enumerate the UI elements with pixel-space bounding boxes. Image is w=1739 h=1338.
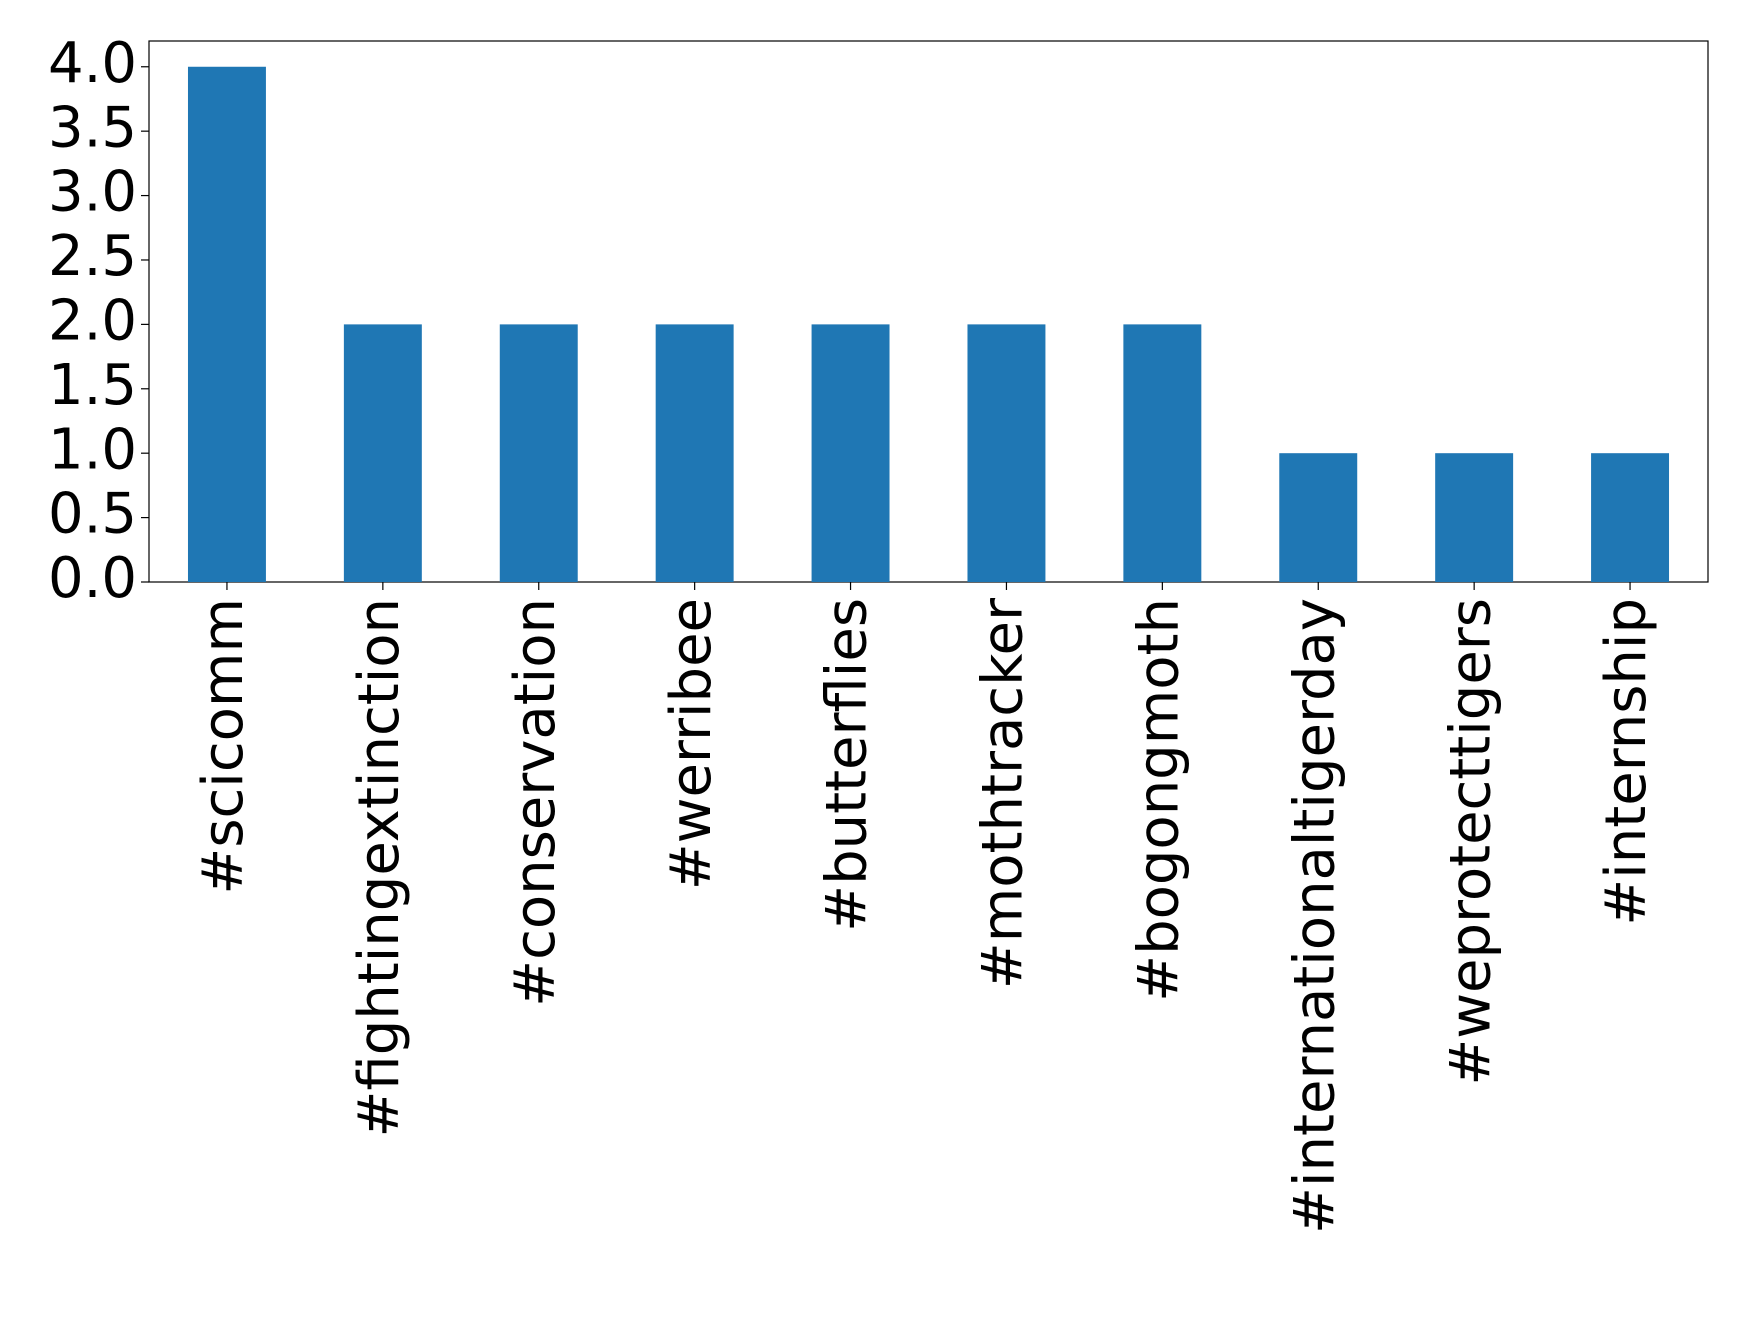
y-tick-label: 0.0 [48, 546, 137, 611]
bar [499, 324, 578, 582]
x-tick-label: #weprotecttigers [1438, 598, 1503, 1086]
x-tick-label: #conservation [503, 598, 568, 1007]
y-tick-label: 1.5 [48, 353, 137, 418]
x-tick-label: #scicomm [191, 598, 256, 895]
plot-frame [148, 40, 1709, 583]
x-tick-label: #internationaltigerday [1282, 598, 1347, 1234]
x-tick-label: #bogongmoth [1126, 598, 1191, 1002]
x-tick-label: #butterflies [815, 598, 880, 932]
bar [655, 324, 734, 582]
x-tick-label: #werribee [659, 598, 724, 890]
bar [967, 324, 1046, 582]
x-tick-label: #internship [1594, 598, 1659, 926]
y-tick-label: 4.0 [48, 31, 137, 96]
y-tick-label: 3.0 [48, 160, 137, 225]
y-tick-label: 2.0 [48, 289, 137, 354]
y-tick-label: 0.5 [48, 482, 137, 547]
x-tick-label: #mothtracker [971, 597, 1036, 989]
bar [1123, 324, 1202, 582]
y-tick-label: 3.5 [48, 95, 137, 160]
y-tick-label: 1.0 [48, 417, 137, 482]
x-tick-label: #fightingextinction [347, 598, 412, 1137]
bar [1435, 453, 1514, 582]
bar [187, 66, 266, 582]
bar [1279, 453, 1358, 582]
y-tick-label: 2.5 [48, 224, 137, 289]
bar [811, 324, 890, 582]
bar [343, 324, 422, 582]
bar [1591, 453, 1670, 582]
